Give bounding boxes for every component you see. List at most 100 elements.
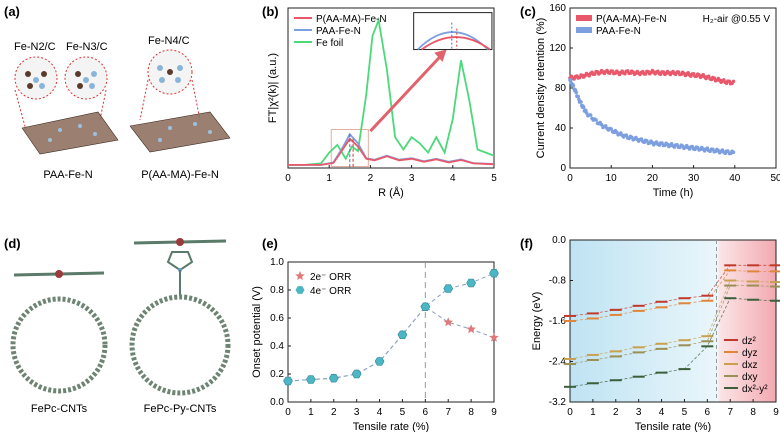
x-tick-label: 10	[606, 173, 618, 184]
legend-swatch-1	[576, 27, 592, 33]
x-tick-label: 4	[377, 407, 383, 418]
panel-label-c: (c)	[520, 4, 536, 19]
series-line-4	[569, 297, 777, 388]
legend-label-1: 4e⁻ ORR	[310, 286, 351, 297]
data-point-hexagon	[306, 375, 316, 384]
data-point-star	[443, 317, 453, 327]
graphene-sheet-paama-fe-n	[129, 111, 231, 153]
x-tick-label: 5	[682, 407, 688, 418]
x-tick-label: 40	[729, 173, 741, 184]
x-axis-label: Tensile rate (%)	[635, 421, 711, 432]
condition-annotation: H₂-air @0.55 V	[703, 14, 771, 25]
y-tick-label: -3.2	[549, 397, 567, 408]
x-tick-label: 30	[688, 173, 700, 184]
fepc-molecule-right	[133, 238, 227, 296]
panel-label-d: (d)	[4, 236, 21, 251]
x-tick-label: 3	[354, 407, 360, 418]
y-tick-label: 0.4	[270, 341, 284, 352]
caption-fepc-cnts: FePc-CNTs	[31, 403, 88, 415]
x-tick-label: 4	[659, 407, 665, 418]
y-tick-label: 120	[549, 43, 566, 54]
x-axis-label: Time (h)	[653, 187, 694, 199]
y-tick-label: 0.6	[270, 313, 284, 324]
chart-b: 0 1 2 3 4 5 R (Å) FT|χ²(k)| (a.u.) P(AA-MA)-Fe-N…	[267, 7, 497, 199]
zoom-circle-fe-n2	[14, 56, 58, 100]
plot-frame	[569, 239, 777, 403]
x-tick-label: 1	[308, 407, 314, 418]
series-line-0	[288, 137, 495, 166]
data-point-hexagon	[328, 373, 339, 383]
data-point-1	[731, 150, 736, 155]
x-tick-label: 3	[636, 407, 642, 418]
fepc-molecule-left	[13, 270, 105, 278]
data-point-0	[731, 79, 736, 84]
legend-label-0: P(AA-MA)-Fe-N	[596, 14, 667, 25]
panel-a-illustration: Fe-N2/C Fe-N3/C Fe-N4/C	[14, 35, 231, 181]
caption-fepc-py-cnts: FePc-Py-CNTs	[144, 403, 217, 415]
x-tick-label: 6	[423, 407, 429, 418]
data-point-star	[489, 332, 499, 342]
zoom-circle-fe-n3	[64, 56, 108, 100]
inset-label-fe-n3: Fe-N3/C	[66, 41, 108, 53]
cnt-ring-left	[10, 296, 108, 394]
panel-d-illustration: FePc-CNTs FePc-Py-CNTs	[10, 238, 231, 415]
zoom-circle-fe-n4	[147, 49, 193, 95]
data-point-1	[571, 83, 576, 88]
x-tick-label: 20	[647, 173, 659, 184]
x-tick-label: 0	[285, 407, 291, 418]
chart-f: 0 1 2 3 4 5 6 7 8 9 0.0 -0.8 -1.6 -2.4 -3.2 Tensile rat…	[531, 235, 780, 432]
y-tick-label: 40	[555, 123, 567, 134]
x-tick-label: 0	[567, 407, 573, 418]
legend-swatch-0	[576, 15, 592, 21]
data-point-1	[568, 78, 573, 82]
y-tick-label: -1.6	[549, 316, 567, 327]
y-axis-label: Onset potential (V)	[251, 286, 263, 378]
x-tick-label: 1	[326, 173, 332, 184]
data-point-hexagon	[397, 330, 408, 340]
y-tick-label: 1.0	[270, 257, 284, 268]
x-axis-label: R (Å)	[378, 186, 404, 199]
y-tick-label: 160	[549, 3, 566, 14]
zoom-arrow	[369, 53, 444, 133]
panel-label-e: (e)	[262, 236, 278, 251]
plot-frame	[287, 261, 495, 403]
legend-label-0: dz²	[742, 336, 757, 347]
data-point-hexagon	[420, 302, 431, 312]
data-point-hexagon	[351, 369, 362, 379]
data-point-star	[466, 324, 476, 334]
legend-label-0: 2e⁻ ORR	[310, 272, 351, 283]
zoom-arrow-head	[434, 49, 447, 62]
data-point-1	[576, 94, 580, 99]
x-tick-label: 50	[770, 173, 780, 184]
cnt-ring-right	[129, 294, 231, 396]
graphene-sheet-paa-fe-n	[21, 111, 119, 155]
panel-label-f: (f)	[520, 236, 533, 251]
legend-label-3: dxy	[742, 372, 758, 383]
data-point-hexagon	[443, 284, 454, 293]
y-axis-label: Current density retention (%)	[535, 18, 547, 159]
inset-red-peak	[421, 36, 491, 51]
plot-frame	[287, 7, 495, 169]
legend-label-1: dyz	[742, 348, 758, 359]
data-point-1	[599, 122, 604, 127]
chart-c: 0 10 20 30 40 50 0 40 80 120 160 Time (h) Current de…	[535, 3, 780, 199]
x-tick-label: 2	[368, 173, 374, 184]
data-point-hexagon	[489, 268, 499, 278]
x-tick-label: 6	[705, 407, 711, 418]
data-point-hexagon	[283, 376, 293, 386]
y-tick-label: -2.4	[549, 357, 567, 368]
legend-label-1: PAA-Fe-N	[316, 26, 361, 37]
legend-label-2: dxz	[742, 360, 758, 371]
x-axis-label: Tensile rate (%)	[353, 421, 429, 432]
x-tick-label: 9	[773, 407, 779, 418]
data-point-1	[584, 111, 589, 115]
x-tick-label: 8	[750, 407, 756, 418]
legend-label-0: P(AA-MA)-Fe-N	[316, 14, 387, 25]
x-tick-label: 9	[491, 407, 497, 418]
series-line-2	[288, 16, 495, 166]
y-tick-label: 80	[555, 83, 567, 94]
chart-e: 0 1 2 3 4 5 6 7 8 9 0.0 0.2 0.4 0.6 0.8 1.0 Tensile rate…	[251, 257, 499, 432]
legend-label-2: Fe foil	[316, 38, 343, 49]
x-tick-label: 2	[331, 407, 337, 418]
